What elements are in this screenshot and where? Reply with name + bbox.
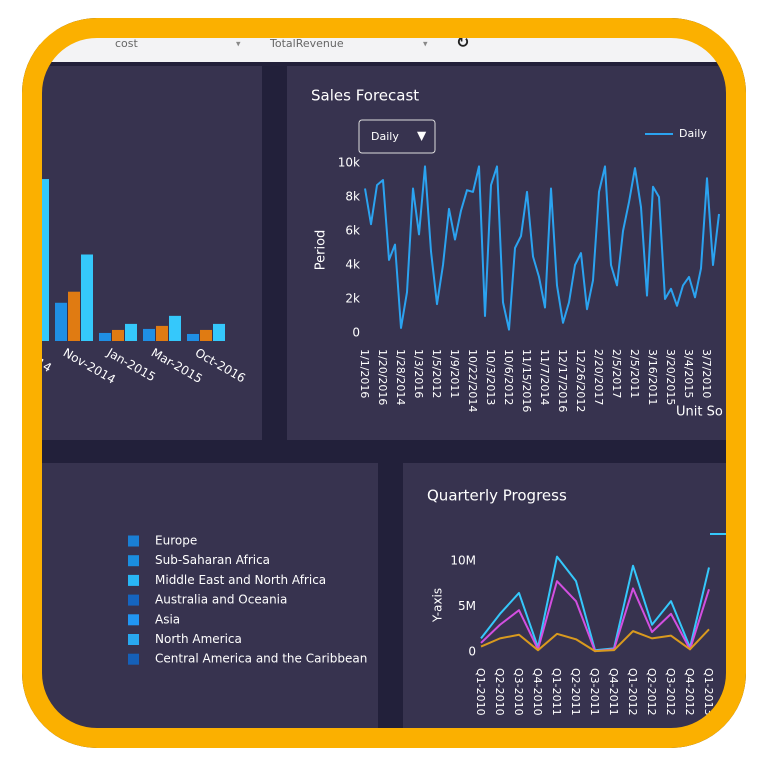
dropdown-arrow[interactable]: ▼ <box>417 129 427 143</box>
x-tick-label: Q2-2012 <box>645 668 658 716</box>
x-tick-label: Q3-2011 <box>588 668 601 716</box>
x-tick-label: 10/22/2014 <box>466 349 479 412</box>
bar <box>200 329 212 341</box>
legend-swatch <box>128 594 139 606</box>
y-axis-title: Period <box>314 230 329 271</box>
panel <box>40 66 262 440</box>
x-tick-label: Q1-2011 <box>550 668 563 716</box>
dropdown-arrow[interactable]: ▾ <box>423 40 428 50</box>
legend-swatch <box>128 574 139 586</box>
field-dropdown[interactable]: TotalRevenue <box>269 37 344 50</box>
x-tick-label: Q1-2012 <box>626 668 639 716</box>
x-tick-label: 10/3/2013 <box>484 349 497 405</box>
x-tick-label: 12/17/2016 <box>556 349 569 412</box>
bar <box>187 333 199 341</box>
y-tick-label: 4k <box>345 258 360 272</box>
legend-label: Middle East and North Africa <box>155 573 326 587</box>
x-tick-label: 1/9/2011 <box>448 349 461 398</box>
bar <box>55 302 67 341</box>
chart-title: Quarterly Progress <box>427 487 567 505</box>
y-tick-label: 0 <box>352 326 360 340</box>
legend-swatch <box>128 614 139 626</box>
y-axis-title: Y-axis <box>431 588 445 623</box>
dropdown-arrow[interactable]: ▾ <box>236 40 241 50</box>
data-line <box>364 165 720 331</box>
x-tick-label: 3/16/2011 <box>646 349 659 405</box>
bar <box>125 323 137 341</box>
bar <box>156 325 168 341</box>
y-tick-label: 0 <box>468 645 476 659</box>
x-tick-label: 1/5/2012 <box>430 349 443 398</box>
bar <box>169 315 181 341</box>
y-tick-label: 10M <box>450 554 476 568</box>
bar <box>112 329 124 341</box>
x-tick-label: Q1-2010 <box>474 668 487 716</box>
bar <box>81 254 93 341</box>
y-tick-label: 10k <box>338 156 360 170</box>
x-tick-label: Q1-2013 <box>702 668 715 716</box>
panel <box>40 463 378 733</box>
chart-title: Sales Forecast <box>311 87 419 105</box>
bar <box>213 323 225 341</box>
legend-label: Europe <box>155 534 197 548</box>
x-tick-label: Q3-2012 <box>664 668 677 716</box>
x-tick-label: 3/4/2015 <box>682 349 695 398</box>
x-tick-label: 2/5/2011 <box>628 349 641 398</box>
x-tick-label: 11/7/2014 <box>538 349 551 405</box>
x-tick-label: 1/1/2016 <box>358 349 371 398</box>
data-line <box>480 628 710 653</box>
x-tick-label: Q4-2010 <box>531 668 544 716</box>
x-tick-label: Q4-2011 <box>607 668 620 716</box>
x-tick-label: 11/15/2016 <box>520 349 533 412</box>
x-tick-label: 10/6/2012 <box>502 349 515 405</box>
legend-swatch <box>128 555 139 567</box>
y-tick-label: 5M <box>458 599 476 613</box>
field-dropdown[interactable]: cost <box>115 37 139 50</box>
x-tick-label: Q2-2010 <box>493 668 506 716</box>
y-tick-label: 2k <box>345 292 360 306</box>
legend-label: Daily <box>679 127 707 140</box>
x-tick-label: Q2-2011 <box>569 668 582 716</box>
panel <box>403 463 737 733</box>
x-tick-label: 1/28/2014 <box>394 349 407 405</box>
legend-label: Sub-Saharan Africa <box>155 553 270 567</box>
x-tick-label: Q4-2012 <box>683 668 696 716</box>
legend-swatch <box>128 634 139 645</box>
legend-label: Australia and Oceania <box>155 593 287 607</box>
legend-label: Central America and the Caribbean <box>155 652 367 666</box>
x-tick-label: Q3-2010 <box>512 668 525 716</box>
x-tick-label: 1/3/2016 <box>412 349 425 398</box>
x-tick-label: 3/20/2015 <box>664 349 677 405</box>
legend-label: North America <box>155 632 242 646</box>
x-tick-label: 2/20/2017 <box>592 349 605 405</box>
x-tick-label: 2/5/2017 <box>610 349 623 398</box>
legend-swatch <box>128 535 139 547</box>
x-tick-label: 12/26/2012 <box>574 349 587 412</box>
dropdown[interactable] <box>358 119 436 154</box>
y-tick-label: 8k <box>345 190 360 204</box>
legend-label: Asia <box>155 612 180 626</box>
legend-swatch <box>128 653 139 665</box>
y-tick-label: 6k <box>345 224 360 238</box>
x-axis-title: Unit So <box>676 405 723 420</box>
x-tick-label: 1/20/2016 <box>376 349 389 405</box>
bar <box>99 332 111 341</box>
dropdown-value[interactable]: Daily <box>371 130 399 143</box>
bar <box>68 291 80 341</box>
bar <box>143 328 155 341</box>
x-tick-label: 3/7/2010 <box>700 349 713 398</box>
